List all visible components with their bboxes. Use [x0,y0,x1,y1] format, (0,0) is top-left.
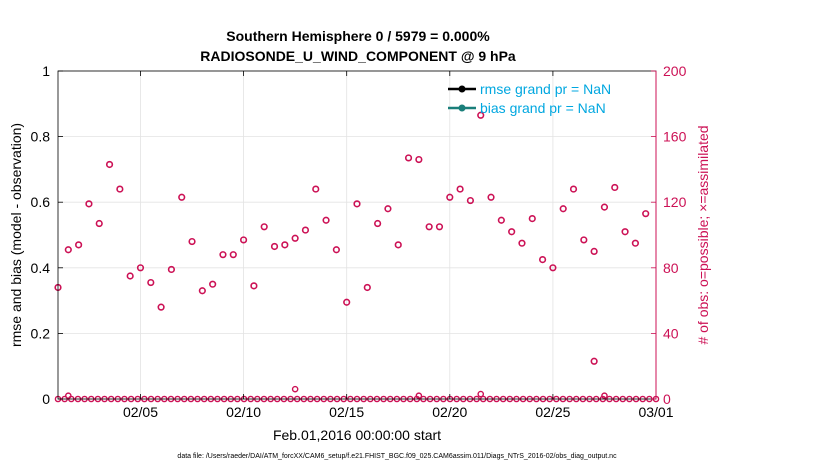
x-tick-label: 02/15 [329,404,364,420]
axis-ticks: 02/05 02/10 02/15 02/20 02/25 03/010 00.2 400.4… [31,63,687,420]
y-tick-label: 1 [42,63,50,79]
y-right-tick-label: 160 [663,129,687,145]
y-right-tick-label: 0 [663,391,671,407]
obs-point [75,241,83,249]
obs-point [126,272,134,280]
grid-lines [58,70,657,400]
footer-data-file: data file: /Users/raeder/DAI/ATM_forcXX/… [177,453,617,460]
obs-point [425,223,433,231]
obs-point [363,283,371,292]
obs-point [528,215,536,223]
obs-point [374,219,382,228]
obs-point [518,239,526,247]
x-tick-label: 02/05 [123,404,158,420]
obs-point [332,246,340,254]
obs-point [270,242,279,251]
y-tick-label: 0.6 [31,194,51,210]
y-tick-label: 0.8 [31,129,51,145]
obs-point [580,236,588,244]
obs-point [250,282,258,290]
x-tick-label: 02/10 [226,404,261,420]
obs-point [353,200,361,208]
obs-point [508,228,516,236]
obs-point [590,247,598,255]
obs-point [136,264,145,272]
obs-point [466,196,475,205]
obs-low-marker [65,392,72,400]
obs-point [260,223,268,231]
y-right-tick-label: 80 [663,260,679,276]
legend-rmse-marker [458,85,466,93]
chart-title-line-2: RADIOSONDE_U_WIND_COMPONENT @ 9 hPa [200,48,516,64]
obs-point [312,185,320,193]
obs-low-marker [291,385,299,393]
plot-frame [57,70,657,400]
obs-point [631,239,639,247]
x-tick-label: 03/01 [638,404,673,420]
obs-point [415,155,423,164]
obs-point [435,223,444,231]
obs-point [291,234,299,242]
obs-point [322,216,330,224]
obs-point [538,256,547,264]
obs-point [590,357,598,365]
y-axis-right-label: # of obs: o=possible; ×=assimilated [695,125,711,344]
obs-point [157,303,165,311]
y-right-tick-label: 200 [663,63,687,79]
legend-bias-marker [458,104,466,112]
obs-point [569,185,578,193]
obs-point [64,246,72,254]
y-tick-label: 0.2 [31,325,51,341]
obs-point [105,160,114,169]
obs-low-marker [477,390,485,398]
obs-point [281,241,289,249]
x-tick-label: 02/20 [432,404,467,420]
obs-point [229,251,237,259]
obs-point [600,203,609,211]
x-axis-label: Feb.01,2016 00:00:00 start [273,427,441,443]
obs-low-marker [415,392,423,400]
obs-point [456,185,464,193]
obs-point [446,193,454,201]
obs-point [85,200,93,208]
obs-point [549,264,557,272]
obs-point [611,183,619,192]
obs-point [497,216,505,224]
obs-point [404,154,413,162]
obs-point [147,278,155,287]
obs-point [219,251,227,259]
x-tick-label: 02/25 [535,404,570,420]
y-right-tick-label: 40 [663,325,679,341]
obs-point [559,205,567,213]
y-right-tick-label: 120 [663,194,687,210]
obs-point [116,185,124,193]
obs-point [487,193,495,201]
legend: rmse grand pr = NaN bias grand pr = NaN [448,81,611,116]
obs-point [167,265,176,274]
obs-point [301,226,310,234]
obs-low-marker [601,392,608,400]
obs-points [54,111,650,365]
obs-point [178,193,186,201]
obs-point [384,205,392,213]
chart-title-line-1: Southern Hemisphere 0 / 5979 = 0.000% [226,28,490,44]
y-tick-label: 0.4 [31,260,51,276]
y-tick-label: 0 [42,391,50,407]
obs-point [95,219,103,228]
obs-point [239,236,248,244]
legend-bias-label: bias grand pr = NaN [480,100,606,116]
y-axis-label: rmse and bias (model - observation) [8,123,24,347]
obs-point [621,228,629,236]
obs-point [188,237,196,246]
obs-point [209,280,217,288]
obs-point [343,298,351,306]
legend-rmse-label: rmse grand pr = NaN [480,81,611,97]
obs-point [477,111,485,119]
obs-point [198,287,206,295]
obs-point [394,241,402,249]
obs-point [642,210,650,218]
